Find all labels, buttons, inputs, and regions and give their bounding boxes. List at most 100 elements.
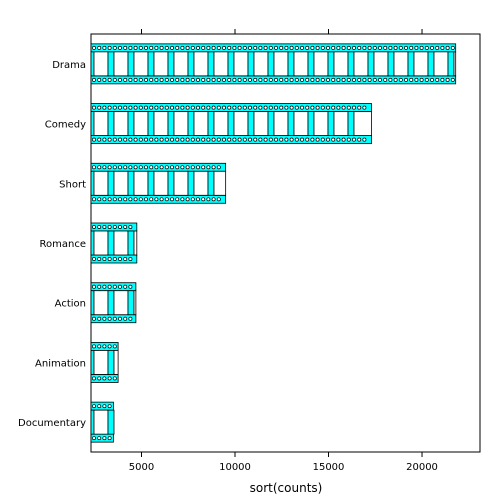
sprocket-hole [102, 165, 107, 170]
sprocket-hole [190, 105, 195, 110]
bar-frame-divider [307, 111, 315, 136]
bar-frame-window [313, 51, 329, 77]
sprocket-hole [112, 45, 117, 50]
sprocket-hole [274, 105, 278, 110]
sprocket-hole [289, 45, 294, 50]
sprocket-hole [300, 77, 304, 82]
sprocket-hole [211, 77, 216, 82]
sprocket-hole [118, 105, 122, 110]
sprocket-hole [118, 137, 122, 142]
sprocket-hole [92, 137, 96, 142]
sprocket-hole [149, 77, 154, 82]
sprocket-hole [92, 436, 96, 441]
sprocket-hole [118, 257, 122, 261]
x-axis: 5000 10000 15000 20000 [129, 29, 438, 473]
sprocket-hole [211, 45, 216, 50]
sprocket-hole [102, 376, 107, 381]
sprocket-hole [149, 105, 154, 110]
bar-frame-divider [107, 230, 115, 256]
bar-frame-divider [407, 51, 415, 77]
bar-frame-divider [127, 170, 135, 196]
bar-frame-window [393, 51, 409, 77]
y-tick-label: Drama [52, 60, 86, 71]
bar-frame-window [193, 51, 209, 77]
sprocket-hole [346, 45, 351, 50]
sprocket-hole [97, 225, 102, 229]
sprocket-hole [102, 105, 107, 110]
sprocket-hole [232, 45, 237, 50]
x-axis-title: sort(counts) [250, 481, 323, 495]
sprocket-hole [222, 45, 226, 50]
sprocket-hole [196, 105, 200, 110]
sprocket-hole [102, 257, 107, 261]
sprocket-hole [128, 225, 133, 229]
sprocket-hole [112, 284, 117, 289]
sprocket-hole [92, 284, 96, 289]
bar-frame-divider [427, 51, 435, 77]
bar-frame-window [313, 111, 329, 136]
sprocket-hole [123, 77, 128, 82]
bar-frame-window [213, 51, 229, 77]
sprocket-hole [159, 137, 164, 142]
sprocket-hole [331, 137, 336, 142]
sprocket-hole [211, 197, 216, 202]
sprocket-hole [263, 137, 268, 142]
sprocket-hole [107, 404, 112, 409]
sprocket-hole [112, 77, 117, 82]
sprocket-hole [362, 77, 367, 82]
sprocket-hole [185, 45, 190, 50]
sprocket-hole [107, 165, 112, 170]
sprocket-hole [128, 137, 133, 142]
bar-frame-window [93, 290, 109, 316]
sprocket-hole [149, 137, 154, 142]
sprocket-hole [107, 137, 112, 142]
bar-frame-window [293, 111, 309, 136]
sprocket-hole [97, 105, 102, 110]
bar-frame-divider [167, 51, 175, 77]
sprocket-hole [97, 257, 102, 261]
sprocket-hole [107, 77, 112, 82]
sprocket-hole [362, 45, 367, 50]
sprocket-hole [138, 45, 143, 50]
sprocket-hole [237, 105, 242, 110]
y-tick-label: Comedy [45, 120, 86, 131]
sprocket-hole [118, 284, 122, 289]
x-tick-label: 5000 [129, 462, 154, 473]
bar-frame-divider [127, 290, 135, 316]
sprocket-hole [237, 137, 242, 142]
bar-frame-window [333, 111, 349, 136]
bar-frame-window [273, 111, 289, 136]
sprocket-hole [138, 77, 143, 82]
sprocket-hole [144, 197, 148, 202]
bar-frame-window [253, 111, 269, 136]
bar-frame-window [333, 51, 349, 77]
sprocket-hole [242, 105, 247, 110]
sprocket-hole [154, 197, 159, 202]
sprocket-hole [430, 45, 434, 50]
sprocket-hole [123, 197, 128, 202]
bar-frame-window [173, 170, 189, 196]
sprocket-hole [352, 137, 356, 142]
sprocket-hole [232, 105, 237, 110]
bar-frame-window [453, 51, 457, 77]
sprocket-hole [170, 137, 174, 142]
sprocket-hole [227, 77, 232, 82]
sprocket-hole [216, 197, 221, 202]
sprocket-hole [346, 77, 351, 82]
sprocket-hole [336, 45, 341, 50]
bar-frame-window [173, 51, 189, 77]
sprocket-hole [320, 105, 325, 110]
bar-drama [90, 43, 457, 85]
bar-frame-window [413, 51, 429, 77]
bar-frame-divider [90, 111, 95, 136]
y-tick-label: Short [59, 179, 86, 190]
sprocket-hole [128, 197, 133, 202]
bar-frame-divider [90, 350, 95, 375]
sprocket-hole [201, 197, 206, 202]
sprocket-hole [289, 77, 294, 82]
bars-layer [90, 43, 457, 443]
sprocket-hole [383, 77, 388, 82]
sprocket-hole [227, 105, 232, 110]
sprocket-hole [154, 105, 159, 110]
sprocket-hole [123, 105, 128, 110]
